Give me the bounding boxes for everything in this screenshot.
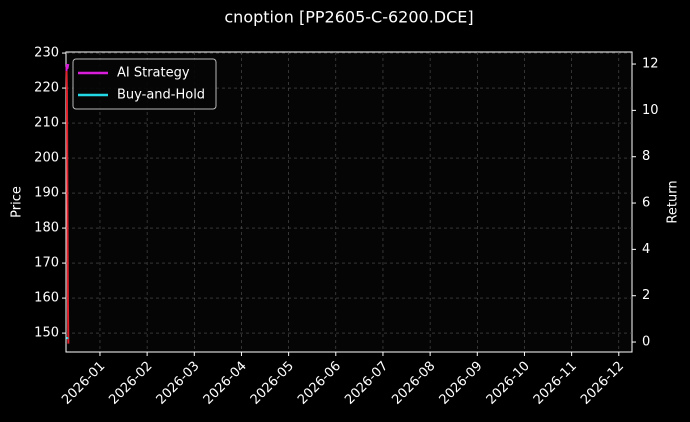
chart-title: cnoption [PP2605-C-6200.DCE] bbox=[224, 8, 473, 27]
y2-axis-label: Return bbox=[666, 180, 681, 223]
legend-label: Buy-and-Hold bbox=[117, 88, 205, 103]
y-tick-label: 190 bbox=[34, 186, 59, 201]
grid bbox=[66, 52, 632, 352]
y-tick-label: 220 bbox=[34, 81, 59, 96]
y-tick-label: 210 bbox=[34, 116, 59, 131]
line-series bbox=[65, 67, 70, 344]
y-tick-label: 150 bbox=[34, 326, 59, 341]
y2-tick-label: 10 bbox=[642, 103, 659, 118]
y-tick-label: 230 bbox=[34, 46, 59, 61]
y-tick-label: 170 bbox=[34, 256, 59, 271]
legend bbox=[72, 58, 217, 110]
legend-label: AI Strategy bbox=[117, 66, 190, 81]
y2-tick-label: 4 bbox=[642, 242, 650, 257]
y2-tick-label: 6 bbox=[642, 196, 650, 211]
y-tick-label: 180 bbox=[34, 221, 59, 236]
y2-tick-label: 12 bbox=[642, 57, 659, 72]
y-tick-label: 200 bbox=[34, 151, 59, 166]
y2-tick-label: 0 bbox=[642, 335, 650, 350]
y-tick-label: 160 bbox=[34, 291, 59, 306]
y2-tick-label: 8 bbox=[642, 149, 650, 164]
y2-tick-label: 2 bbox=[642, 288, 650, 303]
line-series bbox=[65, 63, 70, 72]
y-axis-label: Price bbox=[10, 186, 25, 218]
